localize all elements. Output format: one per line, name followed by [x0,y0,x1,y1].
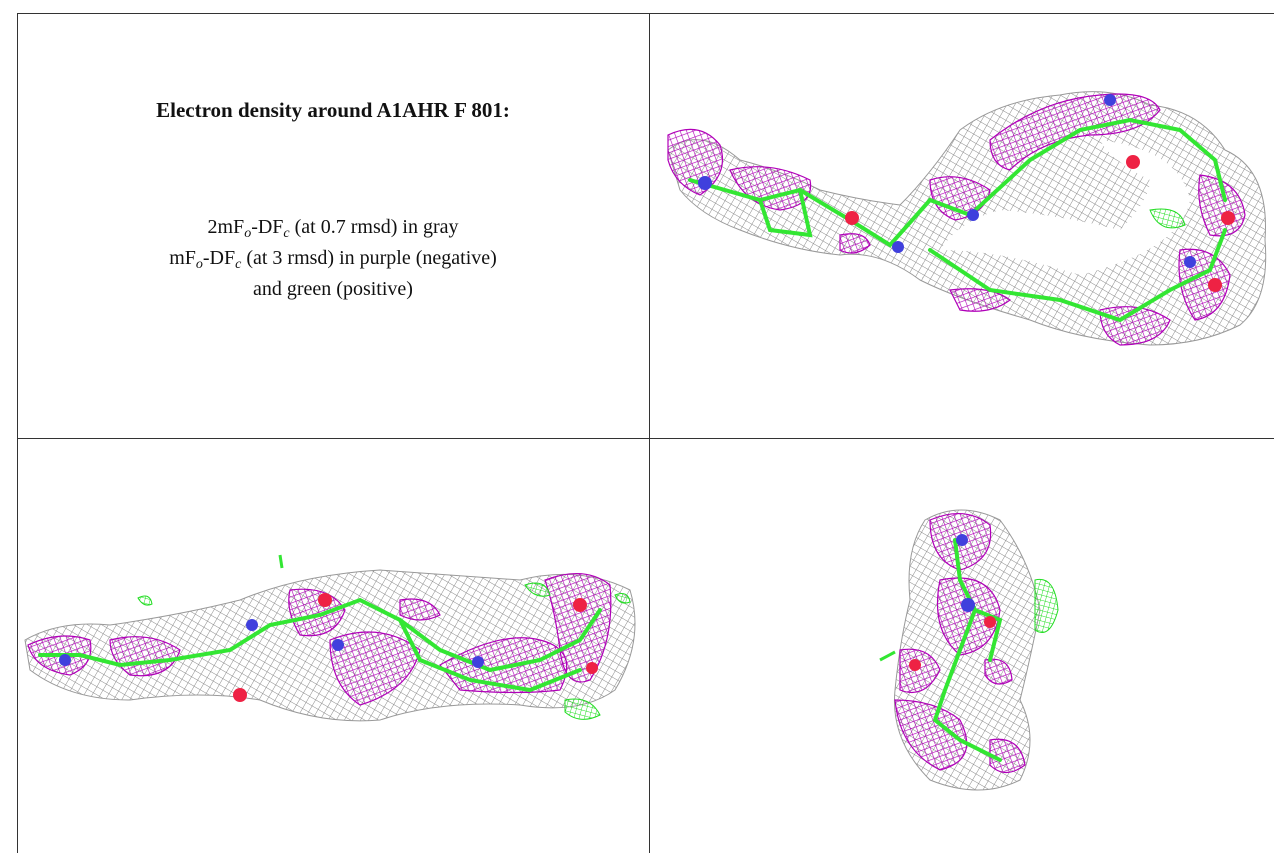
legend-line: mFo-DFc (at 3 rmsd) in purple (negative) [17,243,649,274]
text-run: (at 3 rmsd) in purple (negative) [241,247,497,269]
subscript: o [244,226,252,241]
subscript: c [283,226,290,241]
text-run: (at 0.7 rmsd) in gray [289,216,459,238]
atoms [698,94,1235,292]
legend-line: and green (positive) [17,274,649,305]
atoms [59,593,598,702]
text-run: and green (positive) [253,278,413,300]
caption-legend: 2mFo-DFc (at 0.7 rmsd) in gray mFo-DFc (a… [17,212,649,305]
legend-line: 2mFo-DFc (at 0.7 rmsd) in gray [17,212,649,243]
text-run: 2mF [207,216,245,238]
table-borders [17,13,1274,853]
atoms [909,534,996,671]
density-view-2 [24,554,636,722]
text-run: mF [169,247,196,269]
text-run: -DF [251,216,284,238]
subscript: c [235,257,242,272]
density-view-3 [879,509,1059,791]
text-run: -DF [202,247,236,269]
subscript: o [195,257,203,272]
density-view-1 [667,91,1267,346]
caption-title: Electron density around A1AHR F 801: [156,98,510,122]
